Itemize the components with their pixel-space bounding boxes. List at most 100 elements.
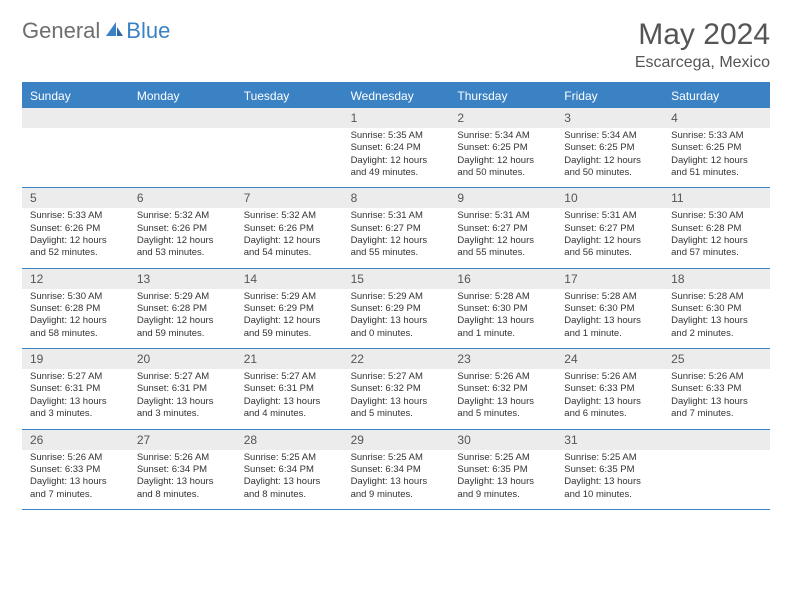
daylight-text: Daylight: 12 hours <box>351 155 442 167</box>
day-number: 26 <box>22 430 129 450</box>
day-number: 4 <box>663 108 770 128</box>
day-header: Saturday <box>663 84 770 108</box>
day-number: 28 <box>236 430 343 450</box>
body-row: Sunrise: 5:26 AMSunset: 6:33 PMDaylight:… <box>22 450 770 509</box>
weeks-container: 1234Sunrise: 5:35 AMSunset: 6:24 PMDayli… <box>22 108 770 510</box>
sunrise-text: Sunrise: 5:35 AM <box>351 130 442 142</box>
sunset-text: Sunset: 6:28 PM <box>30 303 121 315</box>
sunrise-text: Sunrise: 5:28 AM <box>457 291 548 303</box>
day-cell: Sunrise: 5:27 AMSunset: 6:31 PMDaylight:… <box>22 369 129 428</box>
daylight-text: Daylight: 13 hours <box>244 476 335 488</box>
sunrise-text: Sunrise: 5:31 AM <box>351 210 442 222</box>
day-header: Thursday <box>449 84 556 108</box>
day-header: Wednesday <box>343 84 450 108</box>
sunset-text: Sunset: 6:33 PM <box>564 383 655 395</box>
sunset-text: Sunset: 6:30 PM <box>671 303 762 315</box>
body-row: Sunrise: 5:27 AMSunset: 6:31 PMDaylight:… <box>22 369 770 428</box>
day-cell: Sunrise: 5:26 AMSunset: 6:34 PMDaylight:… <box>129 450 236 509</box>
sunset-text: Sunset: 6:28 PM <box>671 223 762 235</box>
daylight-text-2: and 2 minutes. <box>671 328 762 340</box>
sunrise-text: Sunrise: 5:25 AM <box>564 452 655 464</box>
sunset-text: Sunset: 6:27 PM <box>351 223 442 235</box>
day-number: 5 <box>22 188 129 208</box>
title-block: May 2024 Escarcega, Mexico <box>635 18 770 72</box>
day-cell: Sunrise: 5:26 AMSunset: 6:32 PMDaylight:… <box>449 369 556 428</box>
daylight-text: Daylight: 13 hours <box>137 396 228 408</box>
daylight-text-2: and 7 minutes. <box>30 489 121 501</box>
sunset-text: Sunset: 6:26 PM <box>244 223 335 235</box>
day-cell: Sunrise: 5:25 AMSunset: 6:34 PMDaylight:… <box>343 450 450 509</box>
day-cell: Sunrise: 5:31 AMSunset: 6:27 PMDaylight:… <box>343 208 450 267</box>
day-number <box>663 430 770 450</box>
daylight-text-2: and 53 minutes. <box>137 247 228 259</box>
day-cell: Sunrise: 5:29 AMSunset: 6:29 PMDaylight:… <box>236 289 343 348</box>
daylight-text-2: and 57 minutes. <box>671 247 762 259</box>
sunset-text: Sunset: 6:34 PM <box>137 464 228 476</box>
sunset-text: Sunset: 6:31 PM <box>30 383 121 395</box>
sunset-text: Sunset: 6:31 PM <box>137 383 228 395</box>
day-cell: Sunrise: 5:32 AMSunset: 6:26 PMDaylight:… <box>236 208 343 267</box>
day-number: 22 <box>343 349 450 369</box>
day-cell: Sunrise: 5:25 AMSunset: 6:34 PMDaylight:… <box>236 450 343 509</box>
day-cell: Sunrise: 5:25 AMSunset: 6:35 PMDaylight:… <box>449 450 556 509</box>
sunset-text: Sunset: 6:26 PM <box>30 223 121 235</box>
daylight-text-2: and 10 minutes. <box>564 489 655 501</box>
daylight-text: Daylight: 13 hours <box>457 315 548 327</box>
daylight-text: Daylight: 12 hours <box>671 155 762 167</box>
daylight-text-2: and 59 minutes. <box>137 328 228 340</box>
day-cell <box>663 450 770 509</box>
daylight-text-2: and 1 minute. <box>564 328 655 340</box>
sunrise-text: Sunrise: 5:27 AM <box>351 371 442 383</box>
sunrise-text: Sunrise: 5:28 AM <box>671 291 762 303</box>
sunset-text: Sunset: 6:29 PM <box>351 303 442 315</box>
sunrise-text: Sunrise: 5:27 AM <box>137 371 228 383</box>
sunrise-text: Sunrise: 5:26 AM <box>457 371 548 383</box>
day-number: 2 <box>449 108 556 128</box>
day-number: 7 <box>236 188 343 208</box>
week-row: 567891011Sunrise: 5:33 AMSunset: 6:26 PM… <box>22 188 770 268</box>
day-cell: Sunrise: 5:27 AMSunset: 6:31 PMDaylight:… <box>236 369 343 428</box>
day-number: 24 <box>556 349 663 369</box>
daylight-text-2: and 58 minutes. <box>30 328 121 340</box>
sunrise-text: Sunrise: 5:25 AM <box>244 452 335 464</box>
day-number: 9 <box>449 188 556 208</box>
sunset-text: Sunset: 6:35 PM <box>457 464 548 476</box>
daylight-text: Daylight: 12 hours <box>457 235 548 247</box>
daylight-text: Daylight: 13 hours <box>30 476 121 488</box>
body-row: Sunrise: 5:33 AMSunset: 6:26 PMDaylight:… <box>22 208 770 267</box>
day-cell: Sunrise: 5:30 AMSunset: 6:28 PMDaylight:… <box>22 289 129 348</box>
daylight-text: Daylight: 12 hours <box>351 235 442 247</box>
day-cell: Sunrise: 5:29 AMSunset: 6:28 PMDaylight:… <box>129 289 236 348</box>
day-cell <box>22 128 129 187</box>
day-cell: Sunrise: 5:27 AMSunset: 6:32 PMDaylight:… <box>343 369 450 428</box>
sunrise-text: Sunrise: 5:32 AM <box>137 210 228 222</box>
body-row: Sunrise: 5:35 AMSunset: 6:24 PMDaylight:… <box>22 128 770 187</box>
daylight-text: Daylight: 12 hours <box>457 155 548 167</box>
sunrise-text: Sunrise: 5:33 AM <box>671 130 762 142</box>
week-row: 19202122232425Sunrise: 5:27 AMSunset: 6:… <box>22 349 770 429</box>
daylight-text: Daylight: 13 hours <box>457 476 548 488</box>
sunrise-text: Sunrise: 5:31 AM <box>564 210 655 222</box>
daylight-text: Daylight: 12 hours <box>564 155 655 167</box>
sunset-text: Sunset: 6:25 PM <box>457 142 548 154</box>
sunset-text: Sunset: 6:32 PM <box>351 383 442 395</box>
sunrise-text: Sunrise: 5:25 AM <box>457 452 548 464</box>
daylight-text-2: and 59 minutes. <box>244 328 335 340</box>
sunset-text: Sunset: 6:35 PM <box>564 464 655 476</box>
daylight-text-2: and 55 minutes. <box>457 247 548 259</box>
logo: General Blue <box>22 18 170 44</box>
daylight-text: Daylight: 13 hours <box>351 315 442 327</box>
day-cell <box>236 128 343 187</box>
day-cell: Sunrise: 5:29 AMSunset: 6:29 PMDaylight:… <box>343 289 450 348</box>
day-cell: Sunrise: 5:30 AMSunset: 6:28 PMDaylight:… <box>663 208 770 267</box>
sunset-text: Sunset: 6:33 PM <box>671 383 762 395</box>
sunset-text: Sunset: 6:34 PM <box>351 464 442 476</box>
daylight-text: Daylight: 12 hours <box>137 315 228 327</box>
day-number: 21 <box>236 349 343 369</box>
month-title: May 2024 <box>635 18 770 52</box>
sunset-text: Sunset: 6:30 PM <box>564 303 655 315</box>
day-number: 16 <box>449 269 556 289</box>
day-number: 13 <box>129 269 236 289</box>
sunrise-text: Sunrise: 5:26 AM <box>564 371 655 383</box>
daylight-text: Daylight: 13 hours <box>671 315 762 327</box>
